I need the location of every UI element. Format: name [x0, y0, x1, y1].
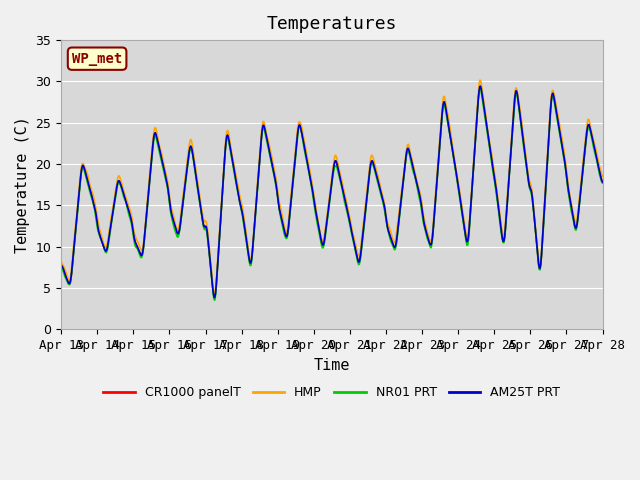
HMP	[123, 197, 131, 203]
HMP	[398, 183, 406, 189]
Line: AM25T PRT: AM25T PRT	[61, 86, 602, 298]
AM25T PRT	[398, 187, 406, 192]
HMP	[206, 255, 214, 261]
CR1000 panelT	[206, 259, 214, 265]
Legend: CR1000 panelT, HMP, NR01 PRT, AM25T PRT: CR1000 panelT, HMP, NR01 PRT, AM25T PRT	[99, 381, 565, 404]
CR1000 panelT	[598, 179, 606, 185]
CR1000 panelT	[414, 185, 422, 191]
CR1000 panelT	[67, 276, 75, 282]
AM25T PRT	[178, 210, 186, 216]
NR01 PRT	[414, 189, 422, 195]
CR1000 panelT	[398, 187, 406, 193]
AM25T PRT	[414, 185, 422, 191]
Line: NR01 PRT: NR01 PRT	[61, 89, 602, 300]
CR1000 panelT	[178, 210, 186, 216]
NR01 PRT	[598, 180, 606, 186]
NR01 PRT	[398, 190, 406, 195]
CR1000 panelT	[211, 295, 219, 300]
NR01 PRT	[476, 86, 484, 92]
NR01 PRT	[206, 261, 214, 267]
CR1000 panelT	[58, 262, 65, 267]
HMP	[211, 291, 219, 297]
HMP	[598, 173, 606, 179]
HMP	[414, 182, 422, 188]
Line: HMP: HMP	[61, 80, 602, 294]
AM25T PRT	[123, 201, 131, 207]
X-axis label: Time: Time	[314, 358, 350, 372]
NR01 PRT	[123, 202, 131, 208]
HMP	[67, 271, 75, 277]
CR1000 panelT	[123, 201, 131, 206]
AM25T PRT	[67, 275, 75, 281]
HMP	[58, 259, 65, 265]
Line: CR1000 panelT: CR1000 panelT	[61, 86, 602, 298]
AM25T PRT	[477, 84, 484, 89]
AM25T PRT	[211, 295, 219, 300]
AM25T PRT	[58, 262, 65, 268]
NR01 PRT	[58, 263, 65, 269]
AM25T PRT	[206, 260, 214, 265]
HMP	[178, 204, 186, 210]
Text: WP_met: WP_met	[72, 52, 122, 66]
Title: Temperatures: Temperatures	[267, 15, 397, 33]
NR01 PRT	[211, 297, 219, 303]
NR01 PRT	[67, 276, 75, 281]
CR1000 panelT	[477, 84, 484, 89]
NR01 PRT	[178, 213, 186, 218]
Y-axis label: Temperature (C): Temperature (C)	[15, 116, 30, 253]
AM25T PRT	[598, 179, 606, 185]
HMP	[476, 77, 484, 83]
